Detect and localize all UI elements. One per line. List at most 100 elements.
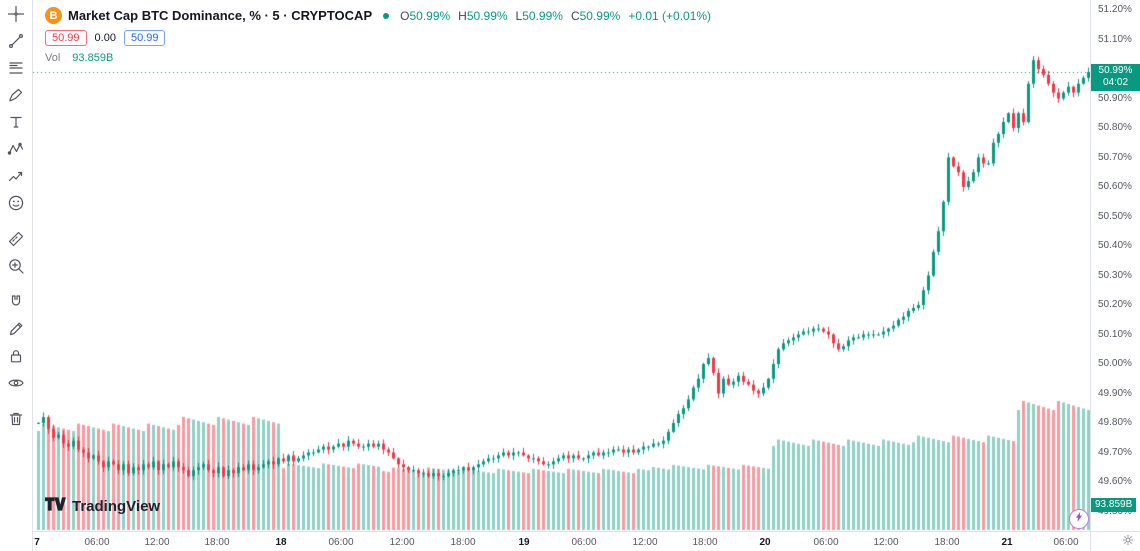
drawing-toolbar (0, 0, 33, 551)
legend-volume-row: Vol 93.859B (45, 52, 711, 64)
brush-tool-button[interactable] (2, 84, 30, 111)
time-axis-label: 18:00 (692, 537, 718, 548)
time-axis-label: 7 (34, 537, 40, 548)
fib-retracement-tool-button[interactable] (2, 57, 30, 84)
measure-tool-button[interactable] (2, 228, 30, 255)
price-axis-label: 50.40% (1098, 240, 1132, 251)
volume-value: 93.859B (72, 52, 114, 64)
edit-tool-button[interactable] (2, 318, 30, 345)
time-axis-label: 12:00 (144, 537, 170, 548)
price-axis-label: 51.20% (1098, 4, 1132, 15)
legend-quote-row: 50.99 0.00 50.99 (45, 30, 711, 46)
sell-price-button[interactable]: 50.99 (45, 30, 87, 46)
crosshair-tool-button[interactable] (2, 3, 30, 30)
high-label: H (458, 8, 467, 23)
time-axis-label: 06:00 (571, 537, 597, 548)
time-axis-label: 06:00 (84, 537, 110, 548)
remove-drawings-button[interactable] (2, 408, 30, 435)
time-axis-label: 12:00 (873, 537, 899, 548)
time-axis-label: 20 (759, 537, 771, 548)
xabcd-pattern-icon (7, 140, 25, 163)
low-label: L (515, 8, 523, 23)
legend-symbol-row: B Market Cap BTC Dominance, % · 5 · CRYP… (45, 7, 711, 24)
ohlc-values: O50.99% H50.99% L50.99% C50.99% +0.01 (+… (400, 9, 711, 23)
axis-corner (1090, 531, 1140, 551)
brush-icon (7, 86, 25, 109)
price-axis-label: 50.90% (1098, 92, 1132, 104)
price-axis[interactable]: 50.99% 04:02 93.859B 51.20% 51.10% 50.90% 5… (1090, 0, 1140, 531)
crosshair-icon (7, 5, 25, 28)
time-axis[interactable]: 7 06:00 12:00 18:00 18 06:00 12:00 18:00 19 06:00… (33, 531, 1090, 551)
trend-line-icon (7, 32, 25, 55)
forecast-tool-button[interactable] (2, 165, 30, 192)
text-icon (7, 113, 25, 136)
market-status-dot[interactable] (383, 12, 390, 19)
price-axis-label: 50.10% (1098, 328, 1132, 340)
measure-icon (7, 230, 25, 253)
btc-icon: B (45, 7, 62, 24)
time-axis-label: 12:00 (389, 537, 415, 548)
time-axis-label: 18 (275, 537, 287, 548)
price-chart-canvas[interactable] (33, 0, 1090, 531)
lock-icon (7, 347, 25, 370)
trash-icon (7, 410, 25, 433)
high-value: 50.99% (466, 8, 508, 23)
price-axis-label: 50.60% (1098, 181, 1132, 192)
emoji-tool-button[interactable] (2, 192, 30, 219)
forecast-icon (7, 167, 25, 190)
pencil-icon (7, 320, 25, 343)
magnet-tool-button[interactable] (2, 291, 30, 318)
lightning-button[interactable] (1069, 509, 1089, 529)
time-axis-label: 18:00 (450, 537, 476, 548)
fib-retracement-icon (7, 59, 25, 82)
buy-price-button[interactable]: 50.99 (123, 30, 166, 46)
lightning-icon (1073, 510, 1085, 528)
trend-line-tool-button[interactable] (2, 30, 30, 57)
volume-label[interactable]: Vol (45, 52, 61, 64)
last-price-value: 50.99% (1098, 64, 1133, 76)
symbol-title[interactable]: Market Cap BTC Dominance, % · 5 · CRYPTO… (68, 8, 373, 23)
zoom-in-tool-button[interactable] (2, 255, 30, 282)
close-value: 50.99% (579, 8, 621, 23)
legend: B Market Cap BTC Dominance, % · 5 · CRYP… (45, 7, 711, 70)
zoom-in-icon (7, 257, 25, 280)
axis-settings-icon[interactable] (1122, 533, 1134, 551)
text-tool-button[interactable] (2, 111, 30, 138)
xabcd-pattern-tool-button[interactable] (2, 138, 30, 165)
price-axis-label: 50.20% (1098, 299, 1132, 310)
price-axis-label: 49.70% (1098, 446, 1132, 458)
volume-axis-badge: 93.859B (1091, 498, 1137, 512)
time-axis-label: 12:00 (632, 537, 658, 548)
price-axis-label: 50.70% (1098, 151, 1132, 163)
open-label: O (400, 8, 410, 23)
tradingview-logo[interactable]: TradingView (45, 497, 160, 515)
chart-pane[interactable]: B Market Cap BTC Dominance, % · 5 · CRYP… (33, 0, 1090, 531)
low-value: 50.99% (522, 8, 563, 23)
price-axis-label: 50.80% (1098, 122, 1132, 133)
last-price-badge: 50.99% 04:02 (1091, 63, 1140, 91)
time-axis-label: 19 (518, 537, 530, 548)
price-axis-label: 49.90% (1098, 387, 1132, 399)
lock-tool-button[interactable] (2, 345, 30, 372)
emoji-icon (7, 194, 25, 217)
price-axis-label: 49.60% (1098, 476, 1132, 487)
time-axis-label: 21 (1001, 537, 1013, 548)
bar-countdown: 04:02 (1102, 76, 1129, 88)
tradingview-logo-icon (45, 497, 66, 515)
close-label: C (570, 8, 580, 23)
price-axis-label: 51.10% (1098, 33, 1132, 45)
price-axis-label: 50.30% (1098, 269, 1132, 281)
price-axis-label: 50.00% (1098, 358, 1132, 369)
hide-tool-button[interactable] (2, 372, 30, 399)
time-axis-label: 18:00 (204, 537, 230, 548)
price-axis-label: 50.50% (1098, 210, 1132, 222)
time-axis-label: 18:00 (934, 537, 960, 548)
magnet-icon (7, 293, 25, 316)
price-axis-label: 49.80% (1098, 417, 1132, 428)
eye-icon (7, 374, 25, 397)
open-value: 50.99% (409, 8, 451, 23)
time-axis-label: 06:00 (1053, 537, 1079, 548)
time-axis-label: 06:00 (813, 537, 839, 548)
change-value: +0.01 (+0.01%) (628, 8, 712, 23)
